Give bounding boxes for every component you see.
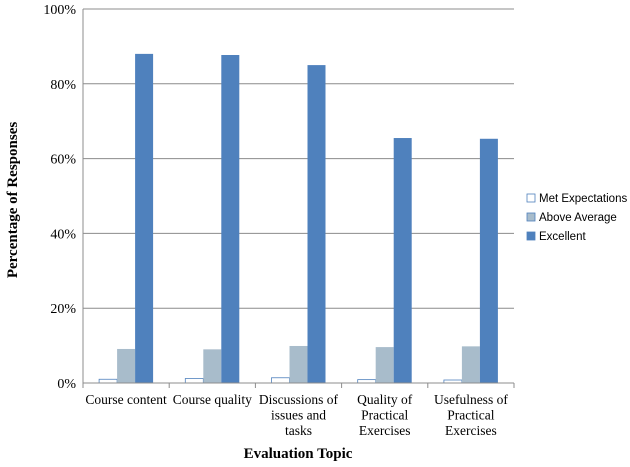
- gridlines: [83, 8, 514, 309]
- bar-met-expectations: [357, 379, 377, 384]
- x-category-label-line: Discussions of: [259, 392, 339, 407]
- legend-item: Above Average: [526, 212, 617, 224]
- y-tick-label: 0%: [57, 377, 76, 392]
- bar-above-average: [117, 348, 136, 383]
- x-category-label-line: Course content: [85, 392, 167, 407]
- x-category-label: Usefulness of Practical Exercises: [434, 392, 508, 438]
- legend-label: Excellent: [539, 231, 586, 243]
- bar-group: [271, 65, 326, 384]
- x-category-label: Course content: [85, 392, 167, 407]
- bar-met-expectations: [98, 378, 118, 384]
- x-category-label: Quality of Practical Exercises: [357, 392, 413, 438]
- legend-item: Met Expectations: [526, 193, 627, 205]
- bar-excellent: [221, 55, 240, 383]
- bar-excellent: [135, 53, 154, 383]
- bar-met-expectations: [184, 378, 204, 384]
- legend-swatch: [526, 231, 536, 241]
- x-category-label-line: tasks: [285, 423, 312, 438]
- axes: [82, 9, 515, 388]
- bar-excellent: [307, 65, 326, 383]
- x-category-label-line: Exercises: [359, 423, 411, 438]
- x-category-labels: Course content Course quality Discussions …: [85, 392, 508, 438]
- bar-met-expectations: [271, 377, 290, 384]
- legend-label: Above Average: [539, 212, 617, 224]
- bar-excellent: [479, 138, 498, 383]
- x-category-label: Course quality: [173, 392, 252, 407]
- bar-group: [357, 138, 412, 384]
- legend: Met Expectations Above Average Excellent: [526, 193, 627, 243]
- bar-above-average: [203, 349, 222, 383]
- legend-item: Excellent: [526, 231, 586, 243]
- x-category-label-line: Practical: [361, 408, 408, 423]
- x-category-label-line: Exercises: [445, 423, 497, 438]
- bar-above-average: [375, 347, 394, 383]
- y-tick-label: 20%: [50, 302, 76, 317]
- bar-group: [443, 138, 498, 384]
- legend-label: Met Expectations: [539, 193, 627, 205]
- legend-swatch: [526, 193, 536, 203]
- bar-group: [98, 53, 154, 384]
- bar-excellent: [393, 138, 412, 383]
- y-axis-title: Percentage of Responses: [5, 122, 21, 279]
- bar-above-average: [461, 346, 480, 383]
- x-category-label-line: Course quality: [173, 392, 252, 407]
- bar-groups: [98, 53, 498, 384]
- bar-group: [184, 55, 240, 384]
- x-category-label-line: Quality of: [357, 392, 413, 407]
- x-category-label-line: Usefulness of: [434, 392, 508, 407]
- y-tick-labels: 0% 20% 40% 60% 80% 100%: [43, 3, 76, 392]
- legend-swatch: [526, 212, 536, 222]
- y-tick-label: 40%: [50, 227, 76, 242]
- x-axis-title: Evaluation Topic: [244, 446, 353, 462]
- x-category-label: Discussions of issues and tasks: [259, 392, 339, 438]
- x-category-label-line: issues and: [271, 408, 326, 423]
- x-category-label-line: Practical: [447, 408, 494, 423]
- y-tick-label: 100%: [43, 3, 76, 18]
- bar-above-average: [289, 345, 308, 383]
- y-tick-label: 80%: [50, 78, 76, 93]
- y-tick-label: 60%: [50, 153, 76, 168]
